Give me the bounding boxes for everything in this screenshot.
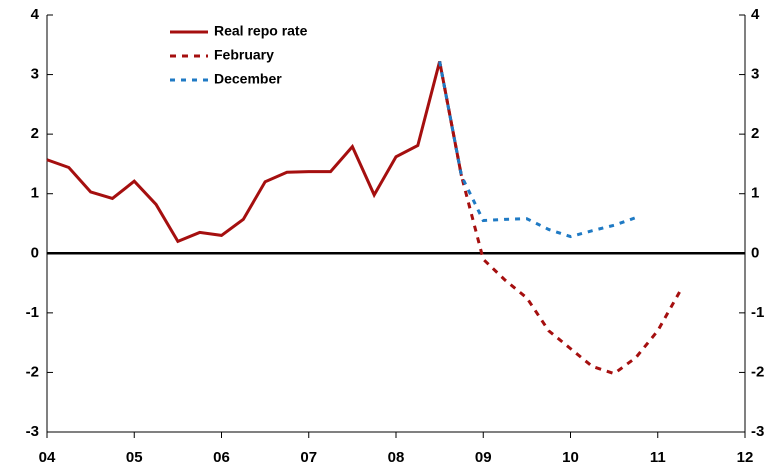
y2-tick-label: 3 <box>751 66 759 83</box>
y2-tick-label: 1 <box>751 185 759 202</box>
legend-label: February <box>214 47 274 63</box>
y2-tick-label: -2 <box>751 363 764 380</box>
y2-tick-label: -3 <box>751 423 764 440</box>
series-line <box>438 61 637 239</box>
series-line <box>46 61 463 244</box>
x-tick-label: 11 <box>650 449 666 466</box>
legend-label: Real repo rate <box>214 23 308 39</box>
series-line <box>438 61 681 376</box>
x-tick-label: 06 <box>213 449 230 466</box>
y-tick-label: -2 <box>26 363 39 380</box>
y2-tick-label: 2 <box>751 125 759 142</box>
y2-tick-label: 4 <box>751 6 760 23</box>
x-tick-label: 05 <box>126 449 143 466</box>
y-tick-label: 1 <box>31 185 39 202</box>
x-tick-label: 07 <box>300 449 317 466</box>
y2-tick-label: 0 <box>751 244 759 261</box>
y-tick-label: 2 <box>31 125 39 142</box>
y-tick-label: 0 <box>31 244 39 261</box>
y-tick-label: -3 <box>26 423 39 440</box>
y-tick-label: -1 <box>26 304 39 321</box>
y2-tick-label: -1 <box>751 304 764 321</box>
y-tick-label: 4 <box>31 6 40 23</box>
legend-label: December <box>214 71 282 87</box>
y-tick-label: 3 <box>31 66 39 83</box>
x-tick-label: 08 <box>388 449 405 466</box>
x-tick-label: 12 <box>737 449 754 466</box>
x-tick-label: 10 <box>562 449 579 466</box>
x-tick-label: 04 <box>39 449 56 466</box>
x-tick-label: 09 <box>475 449 492 466</box>
